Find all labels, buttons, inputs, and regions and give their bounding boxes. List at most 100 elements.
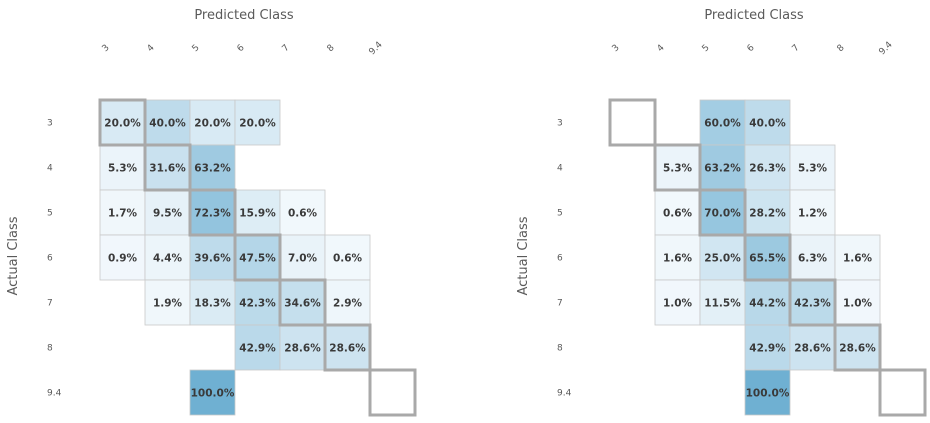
- diagonal-highlight: [233, 233, 282, 282]
- y-tick-label: 4: [47, 164, 53, 174]
- cell-value-label: 20.0%: [194, 118, 231, 130]
- cell-value-label: 28.6%: [329, 343, 366, 355]
- diagonal-highlight: [698, 188, 747, 237]
- cell-value-label: 0.6%: [333, 253, 363, 265]
- diagonal-highlight: [323, 323, 372, 372]
- cell-value-label: 28.6%: [794, 343, 831, 355]
- diagonal-highlight: [878, 368, 927, 417]
- cell-value-label: 31.6%: [149, 163, 186, 175]
- cell-value-label: 47.5%: [239, 253, 276, 265]
- y-tick-label: 8: [557, 344, 563, 354]
- heatmap-cell: [744, 99, 791, 146]
- cell-value-label: 1.0%: [663, 298, 693, 310]
- y-tick-label: 7: [47, 299, 53, 309]
- x-tick-label: 3: [101, 43, 112, 54]
- diagonal-highlight: [608, 98, 657, 147]
- x-tick-label: 5: [701, 43, 712, 54]
- cell-value-label: 1.0%: [843, 298, 873, 310]
- heatmap-cell: [744, 144, 791, 191]
- cell-value-label: 100.0%: [746, 388, 790, 400]
- cell-value-label: 20.0%: [104, 118, 141, 130]
- heatmap-cell: [189, 189, 236, 236]
- cell-value-label: 1.2%: [798, 208, 828, 220]
- cell-value-label: 34.6%: [284, 298, 321, 310]
- y-tick-label: 7: [557, 299, 563, 309]
- y-tick-label: 3: [557, 119, 563, 129]
- cell-value-label: 42.3%: [794, 298, 831, 310]
- cell-value-label: 100.0%: [191, 388, 235, 400]
- cell-value-label: 60.0%: [704, 118, 741, 130]
- heatmap-cell: [234, 279, 281, 326]
- cell-value-label: 28.6%: [839, 343, 876, 355]
- x-axis-title: Predicted Class: [194, 8, 294, 23]
- x-tick-label: 8: [326, 43, 337, 54]
- cell-value-label: 0.9%: [108, 253, 138, 265]
- heatmap-cell: [744, 369, 791, 416]
- cell-value-label: 9.5%: [153, 208, 183, 220]
- cell-value-label: 42.3%: [239, 298, 276, 310]
- heatmap-cell: [834, 279, 881, 326]
- y-tick-label: 3: [47, 119, 53, 129]
- y-tick-label: 5: [557, 209, 563, 219]
- cell-value-label: 63.2%: [194, 163, 231, 175]
- heatmap-cell: [279, 324, 326, 371]
- cell-value-label: 65.5%: [749, 253, 786, 265]
- heatmap-cell: [324, 279, 371, 326]
- cell-value-label: 28.6%: [284, 343, 321, 355]
- y-tick-label: 4: [557, 164, 563, 174]
- x-tick-label: 3: [611, 43, 622, 54]
- x-tick-label: 6: [746, 43, 757, 54]
- heatmap-cell: [279, 189, 326, 236]
- x-tick-label: 4: [656, 43, 667, 54]
- heatmap-cell: [744, 234, 791, 281]
- cell-value-label: 39.6%: [194, 253, 231, 265]
- cell-value-label: 1.7%: [108, 208, 138, 220]
- heatmap-cell: [744, 324, 791, 371]
- heatmap-cell: [324, 234, 371, 281]
- diagonal-highlight: [743, 233, 792, 282]
- diagonal-highlight: [188, 188, 237, 237]
- matrix-panel-right: Predicted Class Actual Class 3 4 5 6 7 8 9.4 3 4…: [516, 8, 927, 417]
- cell-value-label: 20.0%: [239, 118, 276, 130]
- cell-value-label: 4.4%: [153, 253, 183, 265]
- cell-value-label: 72.3%: [194, 208, 231, 220]
- cell-value-label: 42.9%: [239, 343, 276, 355]
- diagonal-highlight: [368, 368, 417, 417]
- diagonal-highlight: [653, 143, 702, 192]
- y-axis-title: Actual Class: [6, 216, 21, 295]
- heatmap-cell: [654, 234, 701, 281]
- cell-value-label: 26.3%: [749, 163, 786, 175]
- x-tick-label: 9.4: [367, 40, 384, 57]
- heatmap-cell: [789, 279, 836, 326]
- cell-value-label: 5.3%: [798, 163, 828, 175]
- heatmap-cell: [654, 189, 701, 236]
- diagonal-highlight: [788, 278, 837, 327]
- cell-value-label: 40.0%: [149, 118, 186, 130]
- heatmap-cell: [144, 234, 191, 281]
- heatmap-cell: [699, 234, 746, 281]
- heatmap-cell: [189, 369, 236, 416]
- heatmap-cell: [99, 234, 146, 281]
- x-tick-label: 4: [146, 43, 157, 54]
- diagonal-highlight: [278, 278, 327, 327]
- cell-value-label: 25.0%: [704, 253, 741, 265]
- cell-value-label: 6.3%: [798, 253, 828, 265]
- cell-value-label: 0.6%: [288, 208, 318, 220]
- cell-value-label: 44.2%: [749, 298, 786, 310]
- heatmap-cell: [234, 99, 281, 146]
- y-tick-label: 6: [557, 254, 563, 264]
- y-tick-label: 9.4: [47, 389, 62, 399]
- cell-value-label: 42.9%: [749, 343, 786, 355]
- cell-value-label: 1.6%: [843, 253, 873, 265]
- cell-value-label: 28.2%: [749, 208, 786, 220]
- heatmap-cell: [99, 99, 146, 146]
- heatmap-cell: [99, 189, 146, 236]
- x-tick-label: 9.4: [877, 40, 894, 57]
- cell-value-label: 2.9%: [333, 298, 363, 310]
- x-tick-label: 8: [836, 43, 847, 54]
- x-tick-label: 6: [236, 43, 247, 54]
- cell-value-label: 18.3%: [194, 298, 231, 310]
- x-tick-label: 5: [191, 43, 202, 54]
- heatmap-cell: [189, 279, 236, 326]
- y-tick-label: 9.4: [557, 389, 572, 399]
